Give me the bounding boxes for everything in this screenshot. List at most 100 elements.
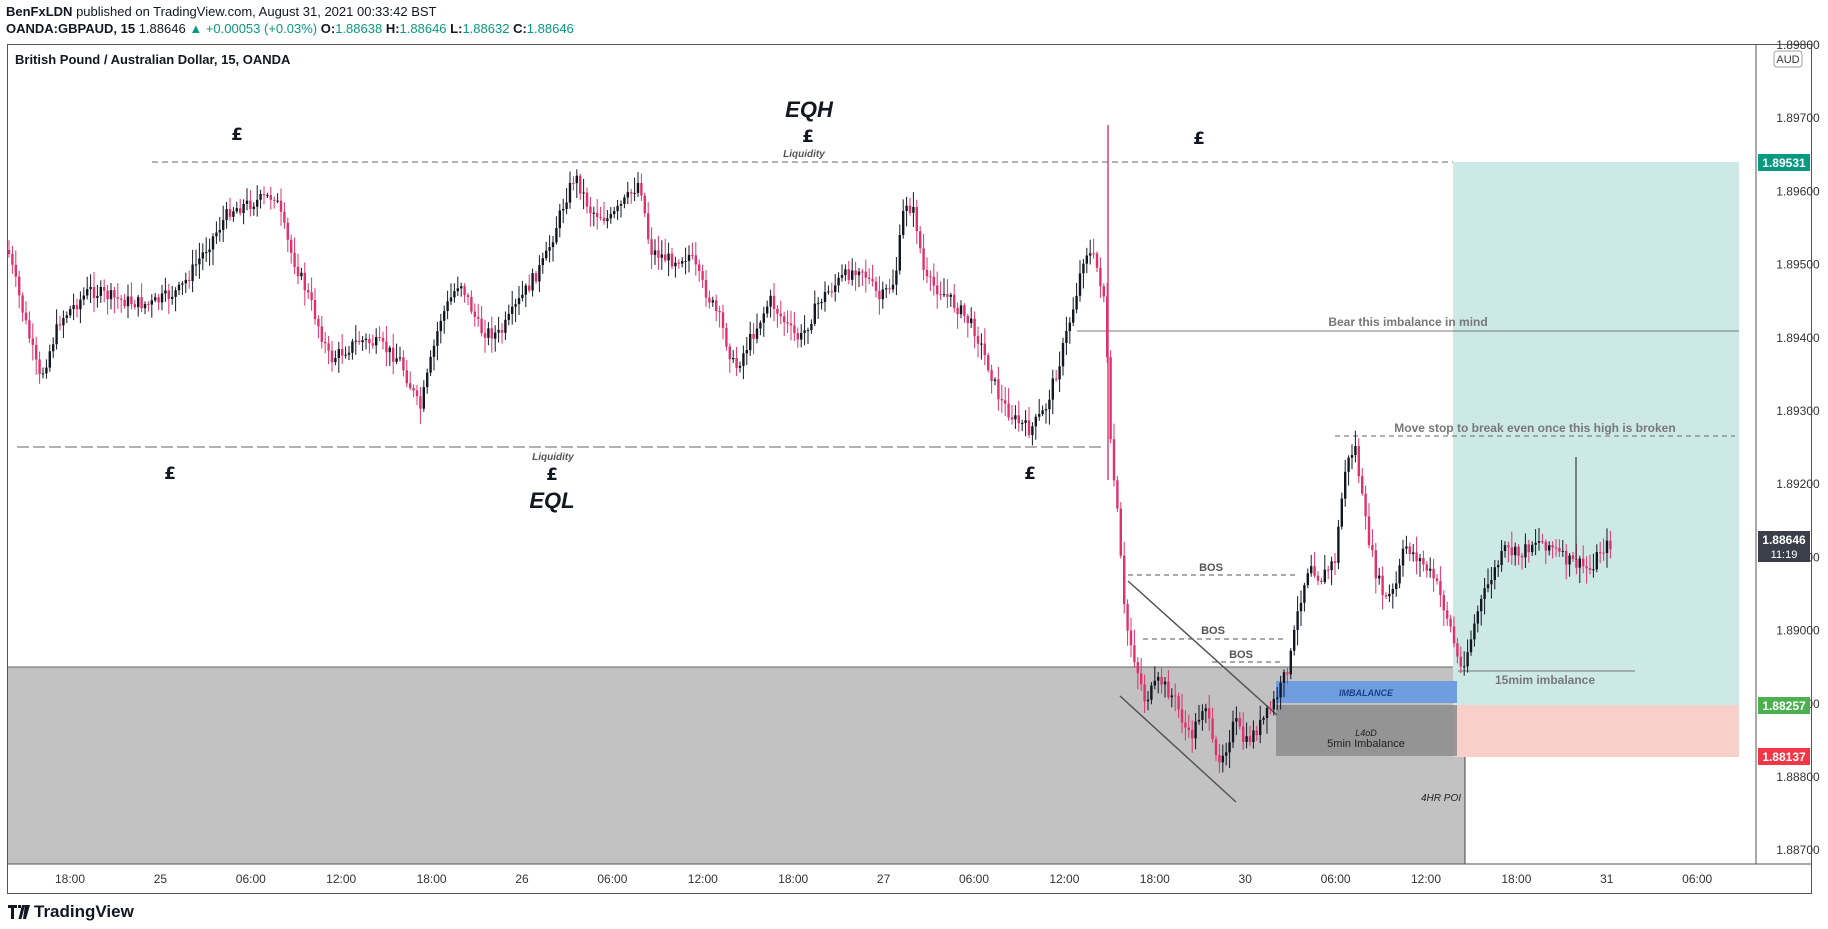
candle-body [813,303,816,324]
candle-body [534,273,538,282]
price-change: +0.00053 (+0.03%) [205,21,318,36]
candle-body [1024,420,1027,423]
candle-body [167,290,170,299]
time-tick-label: 27 [877,872,891,886]
candle-body [140,297,143,309]
candle-body [296,266,300,277]
candle-body [929,276,932,278]
candle-body [1531,544,1534,553]
candle-body [983,343,986,356]
candle-body [378,337,381,339]
candle-body [711,300,714,303]
candle-body [667,253,670,261]
candle-body [412,388,415,391]
candle-body [123,299,126,307]
candle-body [745,350,748,354]
candle-body [1575,559,1578,568]
candle-body [687,254,691,261]
candle-body [558,210,561,229]
candle-body [470,296,473,312]
poi-4hr-label: 4HR POI [1421,793,1461,804]
candle-body [1044,409,1048,411]
tradingview-footer[interactable]: TradingView [8,902,134,922]
candle-body [1541,541,1544,543]
candle-body [106,290,109,300]
candle-body [507,313,510,320]
liquidity-label-top: Liquidity [783,149,825,160]
candle-body [58,324,62,326]
candle-body [1361,476,1364,494]
candle-body [783,316,786,323]
candle-body [1340,498,1343,527]
candle-body [868,277,871,279]
candle-body [912,207,915,213]
author-name[interactable]: BenFxLDN [6,4,73,19]
currency-badge-box[interactable] [1773,50,1803,68]
candle-body [939,294,942,296]
open-label: O: [320,21,336,36]
candle-body [45,367,48,374]
candle-body [963,305,966,317]
candle-body [1177,696,1180,710]
candle-body [419,396,422,409]
candle-body [742,353,745,366]
candle-body [239,208,242,214]
candle-body [79,299,82,310]
candle-body [235,208,238,212]
symbol-name[interactable]: OANDA:GBPAUD, 15 [6,21,136,36]
candle-body [766,306,769,314]
candle-body [1085,255,1088,264]
candle-body [908,205,912,213]
candle-body [385,341,388,353]
candle-body [160,293,164,303]
candle-body [1279,682,1282,698]
target-price-text: 1.89531 [1762,156,1806,170]
candle-body [1374,550,1377,579]
time-tick-label: 18:00 [778,872,808,886]
candle-body [1031,426,1034,436]
candle-body [453,291,456,298]
candle-body [347,352,351,355]
last-price: 1.88646 [138,21,186,36]
five-min-imbalance-label: 5min Imbalance [1327,738,1405,750]
candle-body [1072,309,1075,323]
candle-body [643,195,646,214]
candle-body [585,192,589,207]
candle-body [52,344,55,352]
bear-imbalance-label: Bear this imbalance in mind [1328,315,1487,329]
candle-body [925,269,929,277]
candle-body [738,365,742,368]
candle-body [1289,650,1292,675]
candle-body [300,272,303,277]
chart-frame[interactable] [7,44,1812,894]
bos-label-1: BOS [1199,562,1223,574]
pound-eqh-3: £ [1193,129,1205,149]
candle-body [358,340,361,343]
open-value: 1.88638 [335,21,383,36]
candle-body [1527,544,1530,553]
pound-eql-3: £ [1024,464,1036,484]
candle-body [987,355,990,371]
candle-body [732,357,735,360]
candle-body [171,296,174,299]
candle-body [708,297,711,303]
candle-body [1126,604,1129,631]
candle-body [1034,416,1037,427]
candle-body [48,351,51,368]
candle-body [772,295,776,309]
candle-body [65,315,68,319]
candle-body [568,182,572,203]
candle-body [103,286,106,291]
price-tick-label: 1.89400 [1776,331,1820,345]
candle-body [1415,552,1418,562]
candle-body [1303,585,1306,603]
candle-body [354,340,357,342]
tradingview-logo-icon [8,905,30,919]
time-axis[interactable]: 18:00 25 06:00 12:00 18:00 26 06:00 12:00 18:00 2… [55,872,1713,886]
candle-body [932,276,935,286]
candle-body [548,247,551,251]
eqh-label: EQH [785,97,834,122]
candle-body [1412,552,1415,555]
bar-countdown-text: 11:19 [1771,549,1798,561]
